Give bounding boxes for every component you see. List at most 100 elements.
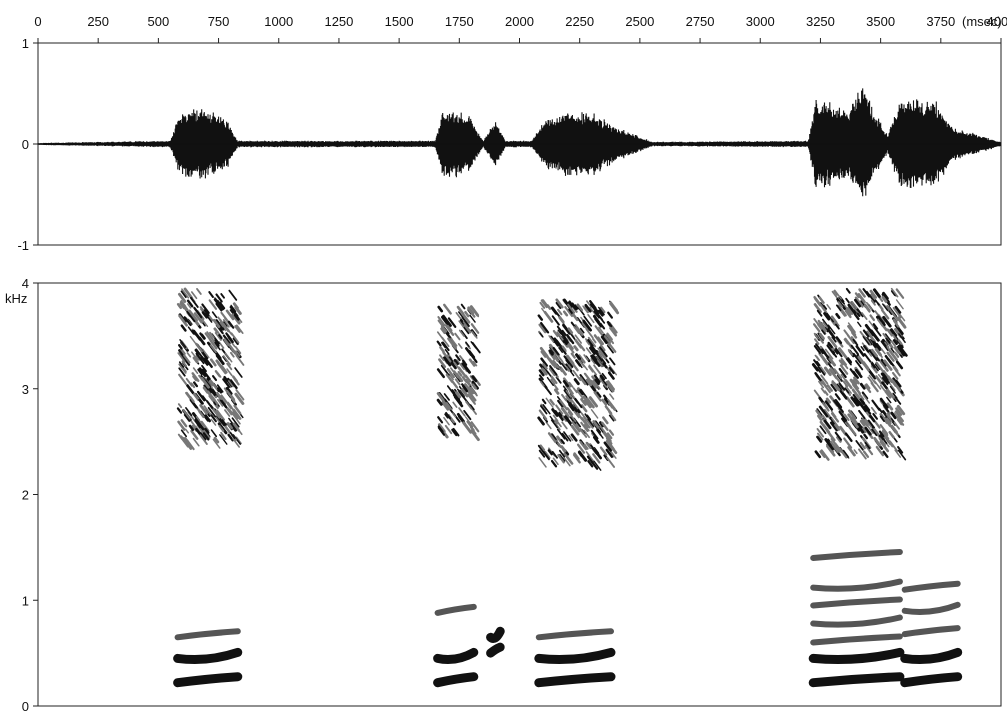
spectrogram-mark xyxy=(457,388,465,398)
spectrogram-mark xyxy=(895,288,905,299)
spectrogram-mark xyxy=(874,299,880,306)
spectrogram-mark xyxy=(454,332,461,341)
spectrogram-mark xyxy=(556,325,564,334)
spectrogram-mark xyxy=(589,379,598,389)
spectrogram-mark xyxy=(235,350,241,357)
x-tick-label: 2500 xyxy=(625,14,654,29)
formant-band xyxy=(808,672,905,688)
spectrogram-mark xyxy=(592,420,600,429)
spectrogram-mark xyxy=(178,367,186,377)
spectrogram-mark xyxy=(556,428,566,440)
spectrogram-mark xyxy=(438,358,447,369)
spectrogram-mark xyxy=(843,304,852,316)
x-tick-label: 3750 xyxy=(926,14,955,29)
spectrogram-mark xyxy=(180,324,187,332)
spectrogram-mark xyxy=(838,382,846,391)
spectrogram-mark xyxy=(186,384,195,395)
spectrogram-mark xyxy=(439,354,445,362)
spectrogram-mark xyxy=(558,449,566,458)
spectrogram-mark xyxy=(813,332,819,340)
spectrogram-mark xyxy=(894,449,902,458)
spectrogram-mark xyxy=(442,351,452,363)
spectrogram-mark xyxy=(180,299,187,308)
spectrogram-mark xyxy=(446,385,456,396)
spectrogram-mark xyxy=(226,401,233,410)
spectrogram-mark xyxy=(219,434,228,445)
spectrogram-segment xyxy=(808,287,908,688)
spectrogram-mark xyxy=(851,388,862,401)
spectrogram-mark xyxy=(813,359,820,367)
x-tick-label: 3250 xyxy=(806,14,835,29)
spectrogram-mark xyxy=(593,460,602,471)
spectrogram-mark xyxy=(469,305,480,317)
spectrogram-mark xyxy=(597,351,603,359)
spectrogram-mark xyxy=(559,345,567,355)
spectrogram-mark xyxy=(857,400,867,413)
spectrogram-mark xyxy=(867,376,874,384)
spectrogram-mark xyxy=(464,416,472,425)
spectrogram-mark xyxy=(575,359,582,367)
spectrogram-mark xyxy=(869,314,875,322)
spectrogram-mark xyxy=(599,374,605,381)
spectrogram-mark xyxy=(560,438,565,445)
spectrogram-mark xyxy=(897,339,903,345)
spectrogram-y-tick-label: 0 xyxy=(22,699,29,712)
spectrogram-mark xyxy=(178,361,185,368)
spectrogram-mark xyxy=(585,347,592,355)
spectrogram-mark xyxy=(605,448,614,459)
spectrogram-mark xyxy=(437,416,444,424)
spectrogram-mark xyxy=(818,380,825,389)
spectrogram-mark xyxy=(574,304,579,310)
spectrogram-mark xyxy=(884,333,892,342)
spectrogram-mark xyxy=(857,422,863,429)
spectrogram-mark xyxy=(879,384,886,392)
spectrogram-mark xyxy=(201,303,210,315)
spectrogram-mark xyxy=(212,318,221,329)
spectrogram-mark xyxy=(863,304,871,313)
spectrogram-mark xyxy=(570,352,576,359)
spectrogram-mark xyxy=(609,383,616,391)
spectrogram-mark xyxy=(876,318,884,327)
spectrogram-mark xyxy=(554,422,561,431)
formant-band xyxy=(173,672,243,688)
spectrogram-mark xyxy=(892,334,898,341)
spectrogram-mark xyxy=(234,346,242,355)
spectrogram-mark xyxy=(232,422,241,432)
spectrogram-mark xyxy=(820,374,829,385)
formant-band xyxy=(901,580,961,593)
spectrogram-mark xyxy=(215,302,223,312)
spectrogram-mark xyxy=(821,402,830,412)
spectrogram-mark xyxy=(584,373,592,382)
spectrogram-mark xyxy=(578,451,583,458)
spectrogram-mark xyxy=(182,408,191,420)
spectrogram-mark xyxy=(457,366,467,378)
spectrogram-mark xyxy=(443,356,452,367)
spectrogram-mark xyxy=(567,301,573,308)
spectrogram-mark xyxy=(199,316,209,327)
spectrogram-mark xyxy=(833,290,839,296)
x-tick-label: 4000 xyxy=(987,14,1007,29)
spectrogram-mark xyxy=(813,345,822,354)
spectrogram-mark xyxy=(820,387,826,394)
spectrogram-mark xyxy=(190,429,199,440)
spectrogram-mark xyxy=(564,306,574,318)
spectrogram-mark xyxy=(847,409,857,420)
spectrogram-mark xyxy=(606,344,614,354)
spectrogram-mark xyxy=(882,450,889,459)
spectrogram-mark xyxy=(548,349,554,356)
spectrogram-mark xyxy=(814,338,820,345)
spectrogram-mark xyxy=(456,359,465,370)
spectrogram-mark xyxy=(892,377,899,386)
spectrogram-mark xyxy=(436,398,443,406)
spectrogram-mark xyxy=(214,370,221,378)
spectrogram-mark xyxy=(469,404,475,411)
spectrogram-mark xyxy=(844,432,853,443)
spectrogram-mark xyxy=(540,350,547,358)
spectrogram-mark xyxy=(208,315,214,322)
spectrogram-mark xyxy=(831,444,840,453)
spectrogram-mark xyxy=(211,375,218,382)
spectrogram-mark xyxy=(839,364,849,375)
spectrogram-mark xyxy=(886,417,892,425)
spectrogram-mark xyxy=(896,316,907,329)
spectrogram-mark xyxy=(853,449,858,455)
